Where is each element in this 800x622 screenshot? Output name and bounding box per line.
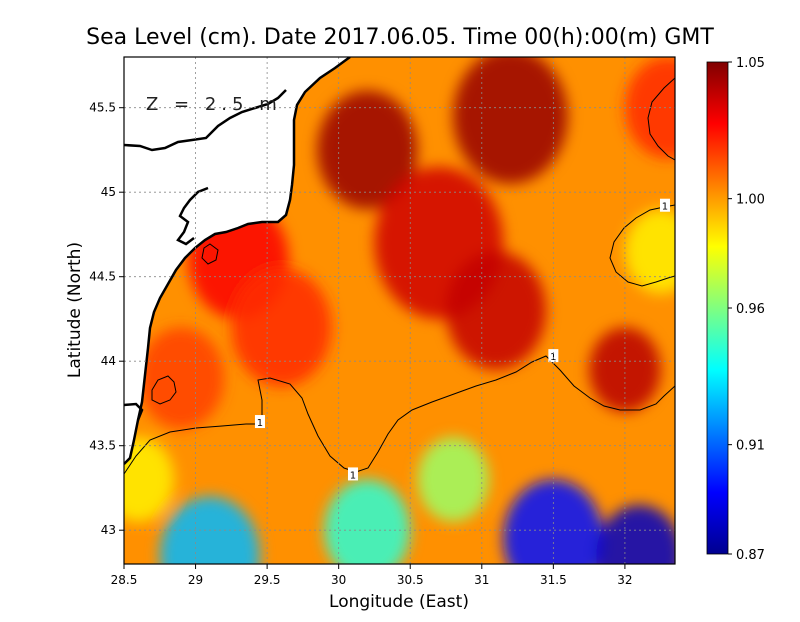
coastline-inner-2 bbox=[176, 186, 209, 246]
field-source-9 bbox=[624, 209, 675, 294]
field-source-15 bbox=[417, 437, 489, 522]
depth-annotation: Z = 2.5 m bbox=[146, 94, 282, 115]
colorbar-tick-label: 0.91 bbox=[736, 439, 765, 454]
contour-line-3 bbox=[647, 77, 675, 161]
plot-frame bbox=[123, 56, 676, 565]
colorbar-tick-label: 0.96 bbox=[736, 302, 765, 317]
contour-label-box bbox=[347, 467, 358, 481]
colorbar-tick-label: 1.00 bbox=[736, 193, 765, 208]
field-source-14 bbox=[324, 479, 411, 564]
contour-label-box bbox=[659, 198, 670, 212]
contour-line-2 bbox=[609, 204, 675, 287]
field-source-1 bbox=[317, 90, 418, 210]
y-tick-label: 43 bbox=[101, 523, 116, 537]
x-tick-label: 29.5 bbox=[254, 573, 281, 587]
field-source-8 bbox=[138, 327, 225, 429]
contour-label: 1 bbox=[347, 467, 358, 481]
coastline-inner-1 bbox=[124, 89, 287, 152]
y-tick-label: 45 bbox=[101, 185, 116, 199]
x-tick-label: 31.5 bbox=[540, 573, 567, 587]
contour-line-5 bbox=[201, 243, 219, 265]
contour-label-text: 1 bbox=[662, 202, 668, 213]
colorbar-tick-label: 1.05 bbox=[736, 56, 765, 71]
y-tick-label: 44 bbox=[101, 354, 116, 368]
contour-line-4 bbox=[151, 375, 177, 405]
y-tick-label: 45.5 bbox=[89, 101, 116, 115]
x-tick-label: 29 bbox=[188, 573, 203, 587]
colorbar-ticks: 1.05 1.00 0.96 0.91 0.87 bbox=[728, 56, 765, 563]
y-axis-label: Latitude (North) bbox=[65, 242, 85, 378]
field-source-12 bbox=[596, 504, 675, 564]
contour-label-text: 1 bbox=[350, 470, 356, 481]
field-source-5 bbox=[589, 327, 661, 412]
x-tick-label: 30 bbox=[331, 573, 346, 587]
contour-label: 1 bbox=[254, 415, 265, 429]
colorbar bbox=[706, 61, 729, 555]
field-source-2 bbox=[453, 57, 568, 184]
contour-label-text: 1 bbox=[257, 418, 263, 429]
y-tick-label: 44.5 bbox=[89, 270, 116, 284]
plot-area: 1111 bbox=[124, 57, 675, 564]
field-source-4 bbox=[446, 251, 547, 370]
field-source-10 bbox=[624, 57, 675, 159]
contour-label-box bbox=[254, 415, 265, 429]
y-tick-label: 43.5 bbox=[89, 439, 116, 453]
coastline bbox=[124, 57, 351, 465]
field-source-13 bbox=[159, 496, 260, 564]
contour-lines bbox=[124, 77, 675, 475]
x-tick-label: 28.5 bbox=[111, 573, 138, 587]
grid-lines bbox=[124, 57, 675, 564]
field-source-11 bbox=[503, 479, 604, 564]
x-tick-label: 31 bbox=[474, 573, 489, 587]
coastline-inner-3 bbox=[124, 402, 144, 421]
contour-line-1 bbox=[124, 355, 675, 475]
x-tick-label: 32 bbox=[617, 573, 632, 587]
contour-label-box bbox=[548, 349, 559, 363]
x-axis-ticks: 28.5 29 29.5 30 30.5 31 31.5 32 bbox=[111, 564, 633, 587]
x-axis-label: Longitude (East) bbox=[329, 592, 469, 612]
y-axis-ticks: 43 43.5 44 44.5 45 45.5 bbox=[89, 101, 124, 537]
contour-label: 1 bbox=[659, 198, 670, 213]
colorbar-tick-label: 0.87 bbox=[736, 548, 765, 563]
x-tick-label: 30.5 bbox=[397, 573, 424, 587]
chart-title: Sea Level (cm). Date 2017.06.05. Time 00… bbox=[86, 25, 714, 50]
field-source-16 bbox=[124, 437, 175, 522]
field-source-7 bbox=[231, 268, 332, 387]
